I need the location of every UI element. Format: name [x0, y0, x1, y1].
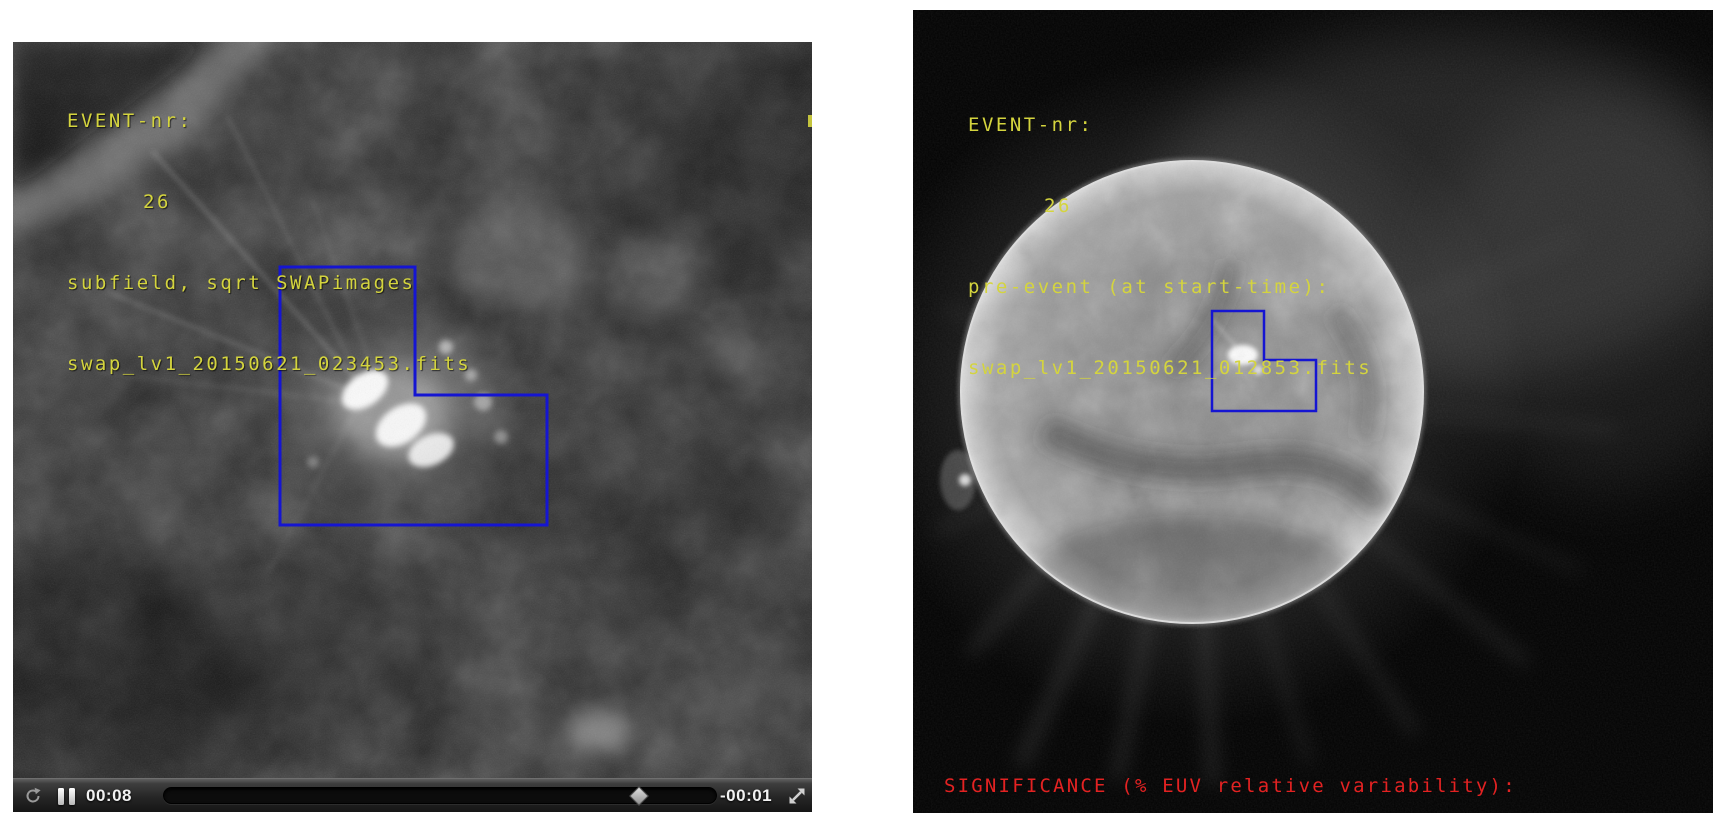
fits-filename: swap_lv1_20150621_023453.fits — [67, 353, 472, 375]
event-nr-label: EVENT-nr: — [968, 114, 1094, 136]
fits-filename: swap_lv1_20150621_012853.fits — [968, 357, 1373, 379]
significance-label: SIGNIFICANCE (% EUV relative variability… — [944, 775, 1517, 797]
loop-arrow-icon — [26, 787, 41, 803]
seek-bar[interactable] — [163, 785, 717, 806]
swap-movie-panel: EVENT-nr: 26 subfield, sqrt SWAPimages s… — [13, 42, 812, 812]
pause-button[interactable] — [51, 779, 81, 812]
event-region-box — [1210, 309, 1318, 413]
frame-caption: EVENT-nr: 26 subfield, sqrt SWAPimages s… — [67, 54, 471, 432]
player-bar: 00:08 -00:01 — [13, 778, 812, 812]
frame-type-label: subfield, sqrt SWAPimages — [67, 272, 416, 294]
solar-subfield-image — [13, 42, 812, 778]
seek-thumb[interactable] — [628, 785, 649, 806]
pre-event-caption: EVENT-nr: 26 pre-event (at start-time): … — [968, 58, 1372, 436]
loop-button[interactable] — [19, 779, 47, 812]
event-region-box — [278, 265, 549, 527]
event-nr-value: 26 — [1044, 195, 1072, 217]
remaining-time: -00:01 — [720, 786, 773, 805]
pre-event-label: pre-event (at start-time): — [968, 276, 1331, 298]
solar-disk-image — [913, 10, 1713, 813]
pause-icon — [68, 787, 75, 805]
event-nr-value: 26 — [143, 191, 171, 213]
pause-icon — [57, 787, 64, 805]
fullscreen-button[interactable] — [784, 779, 810, 812]
event-nr-label: EVENT-nr: — [67, 110, 193, 132]
fullscreen-diagonal-arrow-icon — [789, 788, 805, 804]
elapsed-time: 00:08 — [86, 786, 132, 805]
swap-subfield-frame: EVENT-nr: 26 subfield, sqrt SWAPimages s… — [13, 42, 812, 778]
stray-yellow-mark — [808, 115, 812, 127]
significance-readout: SIGNIFICANCE (% EUV relative variability… — [944, 716, 1517, 813]
pre-event-panel: EVENT-nr: 26 pre-event (at start-time): … — [913, 10, 1713, 813]
